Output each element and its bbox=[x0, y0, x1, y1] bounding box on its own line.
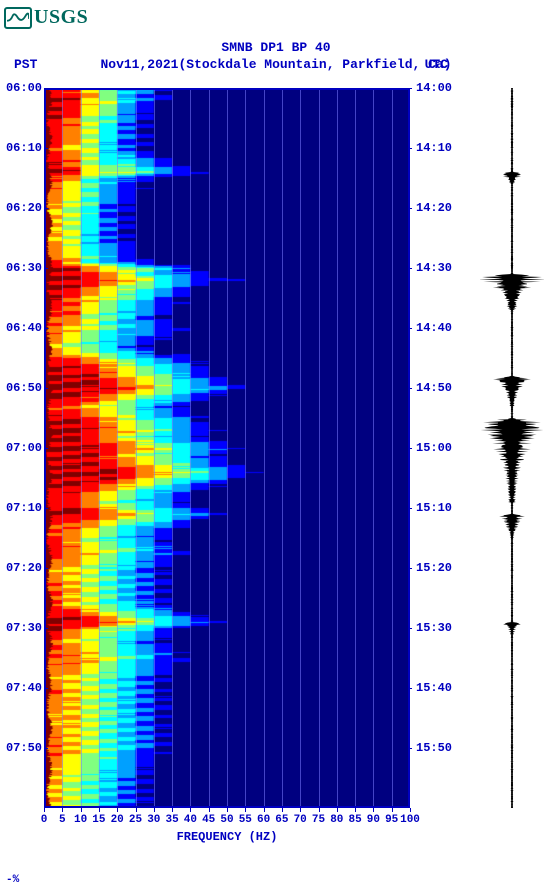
y-tick-right: 15:00 bbox=[416, 441, 452, 455]
y-axis-left-pst: 06:0006:1006:2006:3006:4006:5007:0007:10… bbox=[4, 88, 44, 808]
x-axis-frequency: FREQUENCY (HZ) 05 10 15 20 25 30 35 40 45 50 55 60 6… bbox=[44, 808, 410, 848]
x-tick: 30 bbox=[147, 814, 160, 826]
y-tick-right: 15:30 bbox=[416, 621, 452, 635]
spectrogram-plot bbox=[44, 88, 410, 808]
y-tick-left: 07:00 bbox=[4, 441, 42, 455]
y-tick-right: 14:30 bbox=[416, 261, 452, 275]
x-tick: 75 bbox=[312, 814, 325, 826]
tz-right: UTC bbox=[425, 57, 448, 72]
x-tick: 60 bbox=[257, 814, 270, 826]
y-tick-right: 14:00 bbox=[416, 81, 452, 95]
x-tick: 65 bbox=[275, 814, 288, 826]
x-tick: 90 bbox=[367, 814, 380, 826]
x-tick: 35 bbox=[165, 814, 178, 826]
usgs-logo: USGS bbox=[4, 5, 88, 30]
y-tick-right: 14:10 bbox=[416, 141, 452, 155]
y-tick-right: 15:10 bbox=[416, 501, 452, 515]
y-tick-right: 15:40 bbox=[416, 681, 452, 695]
y-tick-left: 06:30 bbox=[4, 261, 42, 275]
y-tick-right: 15:20 bbox=[416, 561, 452, 575]
x-tick: 10 bbox=[74, 814, 87, 826]
usgs-logo-text: USGS bbox=[34, 6, 88, 29]
x-tick: 70 bbox=[294, 814, 307, 826]
footnote: -% bbox=[6, 874, 19, 886]
y-tick-right: 15:50 bbox=[416, 741, 452, 755]
x-tick: 85 bbox=[348, 814, 361, 826]
y-tick-left: 06:50 bbox=[4, 381, 42, 395]
y-tick-left: 07:30 bbox=[4, 621, 42, 635]
y-tick-left: 06:40 bbox=[4, 321, 42, 335]
y-tick-right: 14:20 bbox=[416, 201, 452, 215]
x-tick: 5 bbox=[59, 814, 66, 826]
y-tick-left: 07:20 bbox=[4, 561, 42, 575]
x-tick: 0 bbox=[41, 814, 48, 826]
x-axis-label: FREQUENCY (HZ) bbox=[44, 830, 410, 844]
y-tick-right: 14:50 bbox=[416, 381, 452, 395]
x-tick: 20 bbox=[111, 814, 124, 826]
x-tick: 95 bbox=[385, 814, 398, 826]
y-axis-right-utc: 14:0014:1014:2014:3014:4014:5015:0015:10… bbox=[412, 88, 452, 808]
y-tick-left: 07:40 bbox=[4, 681, 42, 695]
x-tick: 55 bbox=[239, 814, 252, 826]
usgs-logo-mark bbox=[4, 7, 32, 29]
x-tick: 15 bbox=[92, 814, 105, 826]
x-tick: 50 bbox=[220, 814, 233, 826]
chart-title: SMNB DP1 BP 40 PST Nov11,2021(Stockdale … bbox=[0, 40, 552, 72]
seismogram-trace bbox=[480, 88, 544, 808]
spectrogram-canvas bbox=[44, 88, 410, 808]
y-tick-left: 07:50 bbox=[4, 741, 42, 755]
y-tick-left: 06:20 bbox=[4, 201, 42, 215]
title-line1: SMNB DP1 BP 40 bbox=[0, 40, 552, 55]
y-tick-right: 14:40 bbox=[416, 321, 452, 335]
title-subtitle: Nov11,2021(Stockdale Mountain, Parkfield… bbox=[100, 57, 451, 72]
x-tick: 40 bbox=[184, 814, 197, 826]
title-line2: PST Nov11,2021(Stockdale Mountain, Parkf… bbox=[0, 57, 552, 72]
x-tick: 45 bbox=[202, 814, 215, 826]
tz-left: PST bbox=[14, 57, 37, 72]
x-tick: 25 bbox=[129, 814, 142, 826]
y-tick-left: 07:10 bbox=[4, 501, 42, 515]
x-tick: 80 bbox=[330, 814, 343, 826]
y-tick-left: 06:10 bbox=[4, 141, 42, 155]
y-tick-left: 06:00 bbox=[4, 81, 42, 95]
x-tick: 100 bbox=[400, 814, 420, 826]
